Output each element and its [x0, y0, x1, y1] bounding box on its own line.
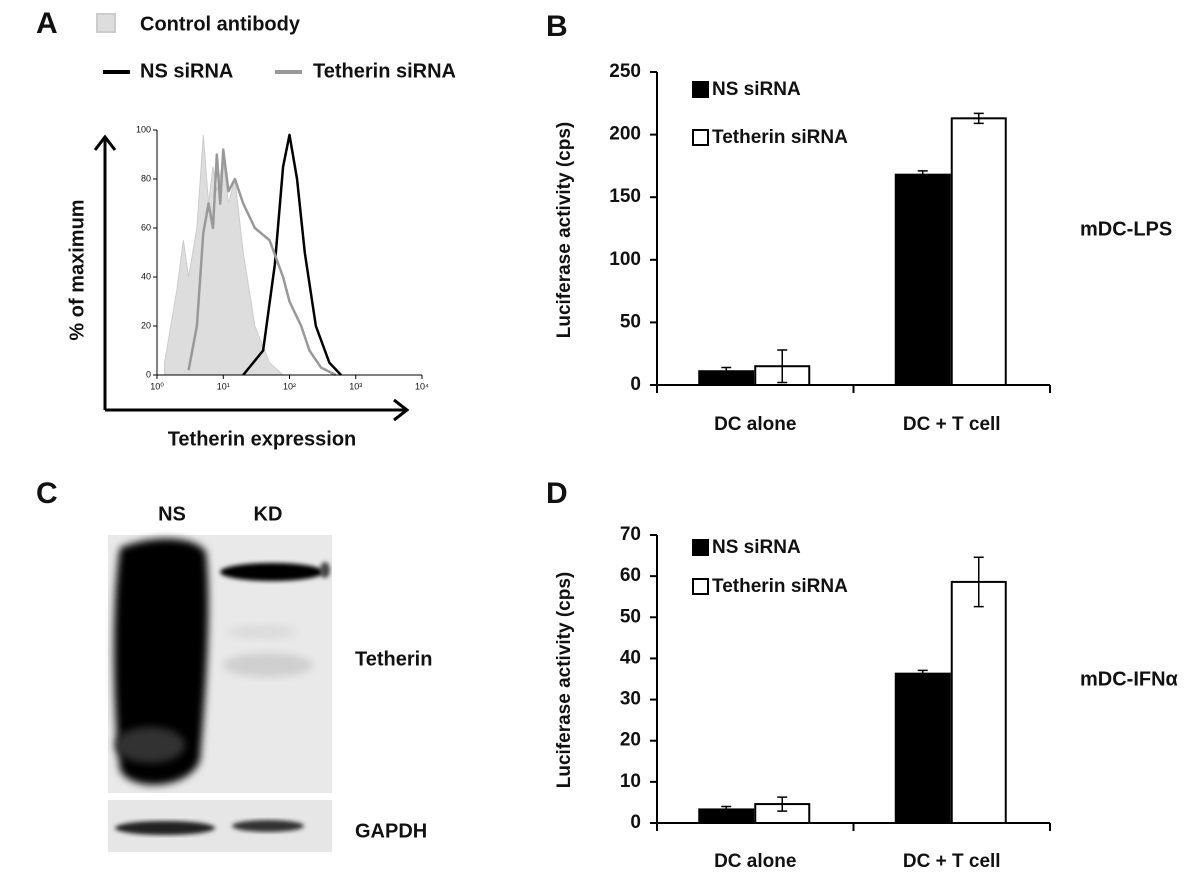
error-bar: [721, 805, 732, 814]
legend-swatch: [692, 578, 709, 595]
y-tick-label: 60: [141, 222, 151, 232]
histogram-line: [187, 148, 337, 377]
legend-label: NS siRNA: [712, 537, 801, 558]
x-tick-label: DC alone: [714, 851, 796, 872]
band-label: Tetherin: [355, 648, 432, 670]
y-tick-label: 0: [146, 369, 151, 379]
x-tick-label: DC alone: [714, 414, 796, 435]
panel-letter: A: [36, 7, 58, 40]
x-tick-label: 10⁰: [150, 381, 164, 391]
panel-letter: D: [546, 477, 568, 510]
x-axis-label: Tetherin expression: [168, 428, 357, 450]
annotation: mDC-LPS: [1080, 218, 1172, 240]
y-tick-label: 0: [630, 374, 641, 395]
y-tick-label: 30: [620, 689, 641, 710]
x-tick-label: DC + T cell: [903, 851, 1001, 872]
y-tick-label: 40: [620, 647, 641, 668]
legend-label: Tetherin siRNA: [313, 60, 456, 82]
legend-label: NS siRNA: [712, 79, 801, 100]
panel-letter: B: [546, 10, 568, 43]
y-axis-label: Luciferase activity (cps): [554, 572, 575, 788]
error-bar: [973, 556, 984, 608]
y-tick-label: 0: [630, 812, 641, 833]
x-tick-label: 10¹: [217, 381, 230, 391]
y-tick-label: 100: [609, 249, 641, 270]
y-tick-label: 150: [609, 186, 641, 207]
error-bar: [777, 349, 788, 384]
western-blot: [108, 535, 332, 852]
y-tick-label: 80: [141, 173, 151, 183]
legend-swatch: [692, 129, 709, 146]
legend-label: Control antibody: [140, 13, 301, 35]
y-tick-label: 10: [620, 771, 641, 792]
error-bar: [973, 112, 984, 125]
y-tick-label: 100: [136, 124, 151, 134]
legend-swatch: [692, 539, 709, 556]
y-tick-label: 50: [620, 606, 641, 627]
x-tick-label: DC + T cell: [903, 414, 1001, 435]
panel-letter: C: [36, 477, 58, 510]
lane-label: NS: [158, 503, 186, 525]
x-tick-label: 10²: [283, 381, 296, 391]
legend-label: Tetherin siRNA: [712, 127, 848, 148]
bar: [950, 117, 1007, 386]
bar: [894, 173, 951, 386]
x-tick-label: 10³: [349, 381, 362, 391]
y-tick-label: 20: [620, 730, 641, 751]
band-label: GAPDH: [355, 820, 427, 842]
y-axis-label: % of maximum: [66, 199, 88, 340]
y-tick-label: 200: [609, 124, 641, 145]
error-bar: [917, 669, 928, 678]
y-tick-label: 50: [620, 311, 641, 332]
error-bar: [721, 366, 732, 376]
y-tick-label: 20: [141, 320, 151, 330]
y-tick-label: 70: [620, 524, 641, 545]
axis-arrows: [93, 134, 410, 422]
bar: [894, 672, 951, 824]
legend-swatch: [96, 13, 116, 33]
legend-swatch: [692, 81, 709, 98]
annotation: mDC-IFNα: [1080, 668, 1179, 690]
legend-label: Tetherin siRNA: [712, 576, 848, 597]
bar: [950, 580, 1007, 824]
y-tick-label: 250: [609, 61, 641, 82]
error-bar: [777, 796, 788, 812]
x-tick-label: 10⁴: [415, 381, 429, 391]
error-bar: [917, 170, 928, 180]
y-tick-label: 60: [620, 565, 641, 586]
histogram-line: [242, 133, 342, 376]
y-tick-label: 40: [141, 271, 151, 281]
y-axis-label: Luciferase activity (cps): [554, 122, 575, 338]
lane-label: KD: [254, 503, 283, 525]
histogram-area: [164, 134, 285, 376]
legend-label: NS siRNA: [140, 60, 233, 82]
